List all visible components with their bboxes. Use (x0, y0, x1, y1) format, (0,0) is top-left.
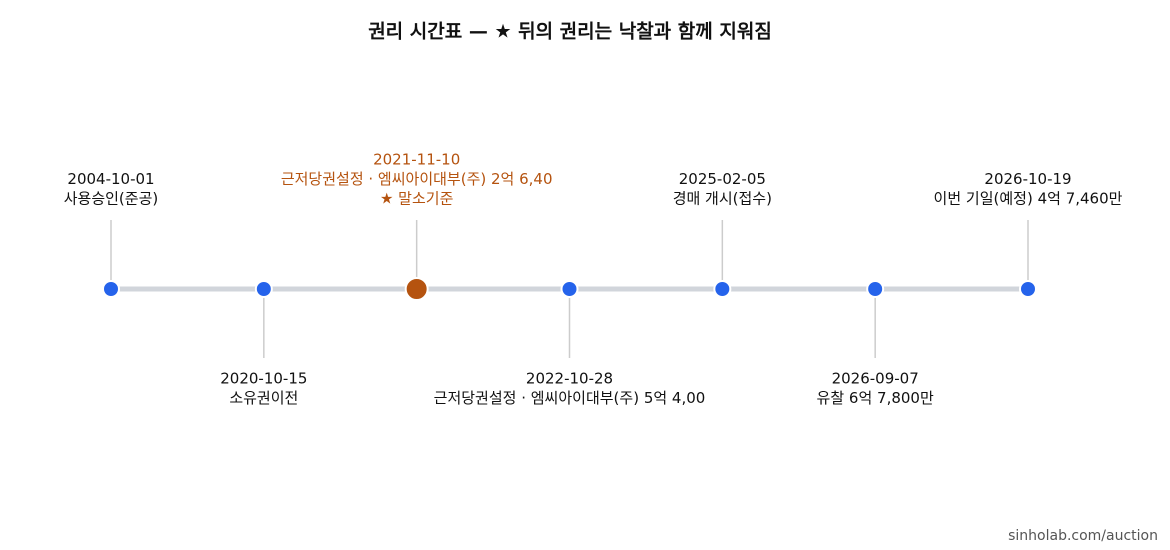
event-date: 2020-10-15 (220, 370, 307, 388)
title: 권리 시간표 — ★ 뒤의 권리는 낙찰과 함께 지워짐 (368, 21, 772, 43)
event-marker (404, 277, 429, 301)
event-marker (254, 280, 273, 298)
event-label: 근저당권설정 · 엠씨아이대부(주) 5억 4,00 (434, 389, 706, 407)
event-label: 유찰 6억 7,800만 (817, 389, 934, 407)
event-label: 이번 기일(예정) 4억 7,460만 (934, 190, 1123, 208)
event-date: 2021-11-10 (373, 151, 460, 169)
event-label: 사용승인(준공) (64, 190, 159, 208)
event-label: 소유권이전 (229, 389, 298, 407)
event-date: 2026-09-07 (832, 370, 919, 388)
event-marker (866, 280, 885, 298)
event-date: 2022-10-28 (526, 370, 613, 388)
event-marker (713, 280, 732, 298)
footer: sinholab.com/auction (1008, 528, 1158, 544)
event-note: ★ 말소기준 (380, 190, 454, 208)
event-date: 2026-10-19 (984, 170, 1071, 188)
event-marker (102, 280, 120, 298)
event-label: 경매 개시(접수) (673, 190, 772, 208)
event-marker (560, 280, 579, 298)
event-label: 근저당권설정 · 엠씨아이대부(주) 2억 6,40 (281, 170, 553, 188)
event-date: 2004-10-01 (67, 170, 154, 188)
event-date: 2025-02-05 (679, 170, 766, 188)
event-marker (1019, 280, 1037, 298)
